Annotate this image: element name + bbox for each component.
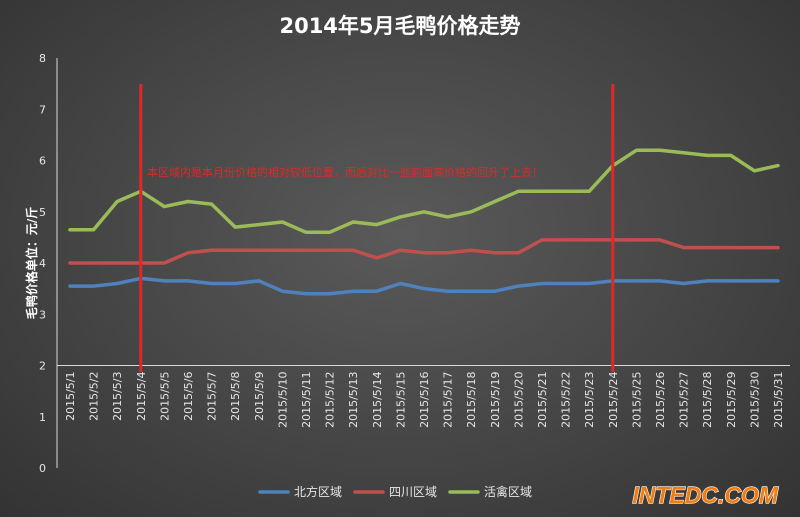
x-tick-label: 2015/5/1 — [64, 372, 77, 421]
x-tick-label: 2015/5/27 — [678, 372, 691, 428]
x-tick-label: 2015/5/3 — [111, 372, 124, 421]
y-tick-label: 5 — [39, 206, 46, 219]
x-tick-label: 2015/5/5 — [158, 372, 171, 421]
x-tick-label: 2015/5/2 — [88, 372, 101, 421]
x-tick-label: 2015/5/18 — [465, 372, 478, 428]
legend-label: 北方区域 — [294, 484, 342, 499]
series-line — [68, 148, 780, 235]
series-line — [68, 276, 780, 296]
x-tick-label: 2015/5/16 — [418, 372, 431, 428]
x-tick-label: 2015/5/25 — [630, 372, 643, 428]
x-tick-label: 2015/5/12 — [324, 372, 337, 428]
x-tick-label: 2015/5/20 — [512, 372, 525, 428]
y-tick-label: 1 — [39, 411, 46, 424]
x-tick-label: 2015/5/17 — [442, 372, 455, 428]
y-tick-label: 7 — [39, 103, 46, 116]
x-tick-label: 2015/5/4 — [135, 372, 148, 421]
y-tick-label: 4 — [39, 257, 46, 270]
annotation-text: 本区域内是本月份价格的相对较低位置，而后对比一些前面高价格的回升了上去！ — [147, 165, 543, 179]
watermark-text: INTEDC.COM — [632, 482, 779, 508]
legend-label: 活禽区域 — [484, 484, 532, 499]
chart-title: 2014年5月毛鸭价格走势 — [279, 14, 520, 38]
x-tick-label: 2015/5/30 — [748, 372, 761, 428]
x-tick-label: 2015/5/24 — [607, 372, 620, 428]
x-tick-label: 2015/5/7 — [206, 372, 219, 421]
x-tick-label: 2015/5/13 — [347, 372, 360, 428]
x-tick-label: 2015/5/26 — [654, 372, 667, 428]
x-tick-label: 2015/5/8 — [229, 372, 242, 421]
x-tick-label: 2015/5/15 — [394, 372, 407, 428]
x-tick-label: 2015/5/10 — [276, 372, 289, 428]
x-tick-label: 2015/5/23 — [583, 372, 596, 428]
y-tick-label: 8 — [39, 52, 46, 65]
y-tick-label: 6 — [39, 155, 46, 168]
y-tick-label: 3 — [39, 308, 46, 321]
x-tick-label: 2015/5/22 — [560, 372, 573, 428]
x-tick-label: 2015/5/21 — [536, 372, 549, 428]
x-tick-label: 2015/5/28 — [701, 372, 714, 428]
x-tick-label: 2015/5/31 — [772, 372, 785, 428]
y-tick-label: 2 — [39, 360, 46, 373]
x-tick-label: 2015/5/9 — [253, 372, 266, 421]
y-axis-label: 毛鸭价格单位：元/斤 — [24, 207, 39, 319]
x-tick-label: 2015/5/11 — [300, 372, 313, 428]
series-layer — [68, 148, 780, 296]
marker-layer — [139, 84, 615, 372]
axes: 0 1 2 3 4 5 6 7 8 2015/5/1 2015/5/2 2015/5/3 2015/5/… — [39, 52, 790, 475]
y-tick-label: 0 — [39, 462, 46, 475]
x-tick-label: 2015/5/6 — [182, 372, 195, 421]
x-tick-label: 2015/5/14 — [371, 372, 384, 428]
x-tick-label: 2015/5/19 — [489, 372, 502, 428]
series-line — [68, 238, 780, 265]
legend-label: 四川区域 — [389, 485, 437, 499]
x-tick-label: 2015/5/29 — [725, 372, 738, 428]
legend: 北方区域 四川区域 活禽区域 — [258, 484, 532, 499]
